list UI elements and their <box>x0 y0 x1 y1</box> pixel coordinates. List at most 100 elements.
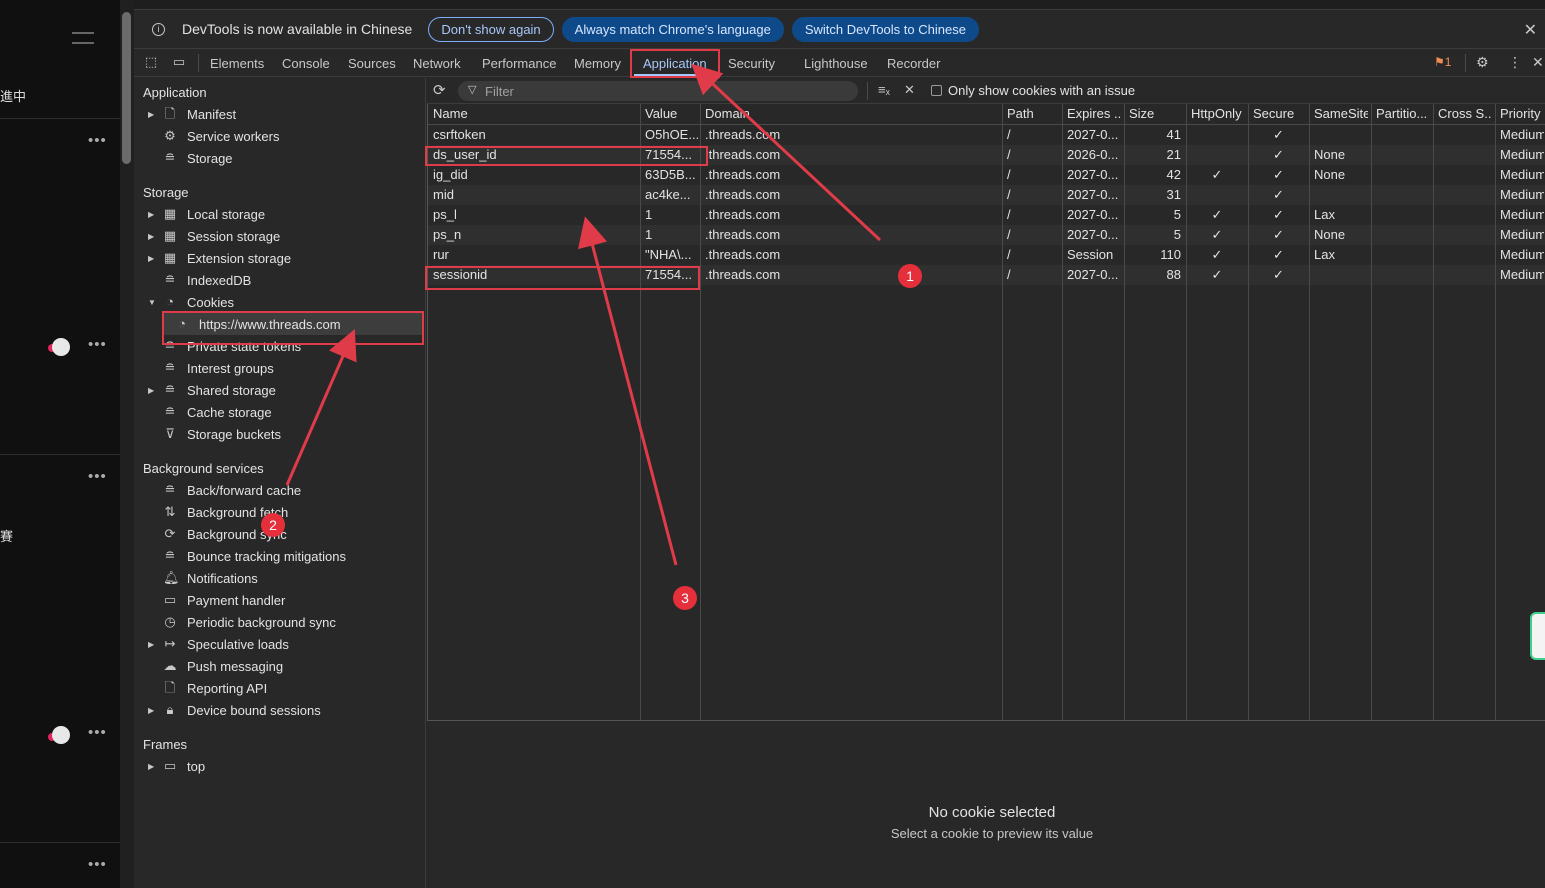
column-header-httponly[interactable]: HttpOnly <box>1191 106 1242 121</box>
column-divider[interactable] <box>640 104 641 720</box>
column-header-partition[interactable]: Partitio... <box>1376 106 1428 121</box>
expand-arrow-icon[interactable]: ▶ <box>148 639 155 649</box>
sidebar-item-cookies[interactable]: ▼ ◔ Cookies <box>134 291 424 313</box>
sidebar-item-private-state-tokens[interactable]: ≘ Private state tokens <box>134 335 424 357</box>
device-toolbar-icon[interactable]: ▭ <box>172 54 186 69</box>
tab-application[interactable]: Application <box>643 56 707 71</box>
more-icon[interactable]: ••• <box>88 336 107 353</box>
sidebar-item-device-bound-sessions[interactable]: ▶ 🔒︎ Device bound sessions <box>134 699 424 721</box>
expand-arrow-icon[interactable]: ▶ <box>148 109 155 119</box>
column-divider[interactable] <box>1371 104 1372 720</box>
tab-recorder[interactable]: Recorder <box>887 56 941 71</box>
more-icon[interactable]: ••• <box>88 132 107 149</box>
column-header-value[interactable]: Value <box>645 106 678 121</box>
column-divider[interactable] <box>1186 104 1187 720</box>
sidebar-item-periodic-sync[interactable]: ◷ Periodic background sync <box>134 611 424 633</box>
tab-lighthouse[interactable]: Lighthouse <box>804 56 868 71</box>
column-divider[interactable] <box>1248 104 1249 720</box>
close-devtools-icon[interactable]: ✕ <box>1532 54 1544 70</box>
clear-filtered-cookies-icon[interactable]: ≡ₓ <box>878 82 890 97</box>
more-icon[interactable]: ••• <box>88 724 107 741</box>
sidebar-item-storage[interactable]: ≘ Storage <box>134 147 424 169</box>
column-divider[interactable] <box>1002 104 1003 720</box>
floating-extension-widget[interactable] <box>1530 612 1545 660</box>
sidebar-item-speculative-loads[interactable]: ▶ ↦ Speculative loads <box>134 633 424 655</box>
column-divider[interactable] <box>1124 104 1125 720</box>
delete-selected-icon[interactable]: ✕ <box>904 82 915 97</box>
page-text-fragment: 進中 <box>0 90 27 105</box>
more-icon[interactable]: ••• <box>88 856 107 873</box>
sidebar-item-label: Service workers <box>187 128 280 144</box>
section-heading-background-services: Background services <box>143 461 264 476</box>
sidebar-item-bounce-tracking[interactable]: ≘ Bounce tracking mitigations <box>134 545 424 567</box>
sidebar-item-payment-handler[interactable]: ▭ Payment handler <box>134 589 424 611</box>
more-icon[interactable]: ••• <box>88 468 107 485</box>
sidebar-item-extension-storage[interactable]: ▶ ▦ Extension storage <box>134 247 424 269</box>
settings-gear-icon[interactable]: ⚙ <box>1476 54 1489 70</box>
column-header-cross-site[interactable]: Cross S... <box>1438 106 1492 121</box>
column-divider[interactable] <box>1062 104 1063 720</box>
sidebar-item-frame-top[interactable]: ▶ ▭ top <box>134 755 424 777</box>
sidebar-item-background-fetch[interactable]: ⇅ Background fetch <box>134 501 424 523</box>
page-scrollbar-thumb[interactable] <box>122 12 131 164</box>
cell-expires: 2027-0... <box>1067 127 1119 142</box>
sidebar-item-cache-storage[interactable]: ≘ Cache storage <box>134 401 424 423</box>
table-row[interactable] <box>428 265 1545 285</box>
inspect-element-icon[interactable]: ⬚ <box>144 54 158 69</box>
column-header-domain[interactable]: Domain <box>705 106 750 121</box>
collapse-arrow-icon[interactable]: ▼ <box>148 297 156 307</box>
refresh-icon[interactable]: ⟳ <box>433 82 446 99</box>
column-header-samesite[interactable]: SameSite <box>1314 106 1368 121</box>
sidebar-item-label: Session storage <box>187 228 281 244</box>
column-header-size[interactable]: Size <box>1129 106 1155 121</box>
column-divider[interactable] <box>1495 104 1496 720</box>
sidebar-item-manifest[interactable]: ▶ 🗋 Manifest <box>134 103 424 125</box>
always-match-language-button[interactable]: Always match Chrome's language <box>561 16 784 42</box>
tab-console[interactable]: Console <box>282 56 330 71</box>
sidebar-item-indexeddb[interactable]: ≘ IndexedDB <box>134 269 424 291</box>
sidebar-item-reporting-api[interactable]: 🗋 Reporting API <box>134 677 424 699</box>
sidebar-item-interest-groups[interactable]: ≘ Interest groups <box>134 357 424 379</box>
menu-icon[interactable] <box>72 32 94 44</box>
sidebar-item-service-workers[interactable]: ⚙ Service workers <box>134 125 424 147</box>
expand-arrow-icon[interactable]: ▶ <box>148 253 155 263</box>
expand-arrow-icon[interactable]: ▶ <box>148 385 155 395</box>
column-header-expires[interactable]: Expires ... <box>1067 106 1121 121</box>
column-header-name[interactable]: Name <box>433 106 468 121</box>
expand-arrow-icon[interactable]: ▶ <box>148 209 155 219</box>
page-scrollbar[interactable] <box>120 0 134 888</box>
tab-memory[interactable]: Memory <box>574 56 621 71</box>
tab-elements[interactable]: Elements <box>210 56 265 71</box>
column-header-path[interactable]: Path <box>1007 106 1034 121</box>
sidebar-item-session-storage[interactable]: ▶ ▦ Session storage <box>134 225 424 247</box>
column-divider[interactable] <box>1309 104 1310 720</box>
tab-sources[interactable]: Sources <box>348 56 396 71</box>
issues-counter[interactable]: ⚑1 <box>1434 55 1451 69</box>
only-issue-checkbox[interactable] <box>931 85 942 96</box>
more-options-icon[interactable]: ⋮ <box>1508 54 1522 70</box>
sidebar-item-storage-buckets[interactable]: ⊽ Storage buckets <box>134 423 424 445</box>
expand-arrow-icon[interactable]: ▶ <box>148 761 155 771</box>
dont-show-again-button[interactable]: Don't show again <box>428 16 554 42</box>
sidebar-item-local-storage[interactable]: ▶ ▦ Local storage <box>134 203 424 225</box>
column-header-priority[interactable]: Priority <box>1500 106 1541 121</box>
cell-partition <box>1376 225 1431 245</box>
avatar[interactable] <box>52 726 70 744</box>
expand-arrow-icon[interactable]: ▶ <box>148 705 155 715</box>
sidebar-item-notifications[interactable]: 🔔︎ Notifications <box>134 567 424 589</box>
close-infobar-icon[interactable]: ✕ <box>1523 22 1537 39</box>
sidebar-item-cookie-origin[interactable]: ◔ https://www.threads.com <box>164 313 424 335</box>
sidebar-item-push-messaging[interactable]: ☁ Push messaging <box>134 655 424 677</box>
tab-performance[interactable]: Performance <box>482 56 557 71</box>
tab-network[interactable]: Network <box>413 56 461 71</box>
avatar[interactable] <box>52 338 70 356</box>
column-header-secure[interactable]: Secure <box>1253 106 1295 121</box>
switch-to-chinese-button[interactable]: Switch DevTools to Chinese <box>791 16 979 42</box>
column-divider[interactable] <box>1433 104 1434 720</box>
tab-security[interactable]: Security <box>728 56 775 71</box>
sidebar-item-bfcache[interactable]: ≘ Back/forward cache <box>134 479 424 501</box>
filter-input[interactable]: ▽ Filter <box>458 81 858 101</box>
sidebar-item-shared-storage[interactable]: ▶ ≘ Shared storage <box>134 379 424 401</box>
column-divider[interactable] <box>700 104 701 720</box>
expand-arrow-icon[interactable]: ▶ <box>148 231 155 241</box>
